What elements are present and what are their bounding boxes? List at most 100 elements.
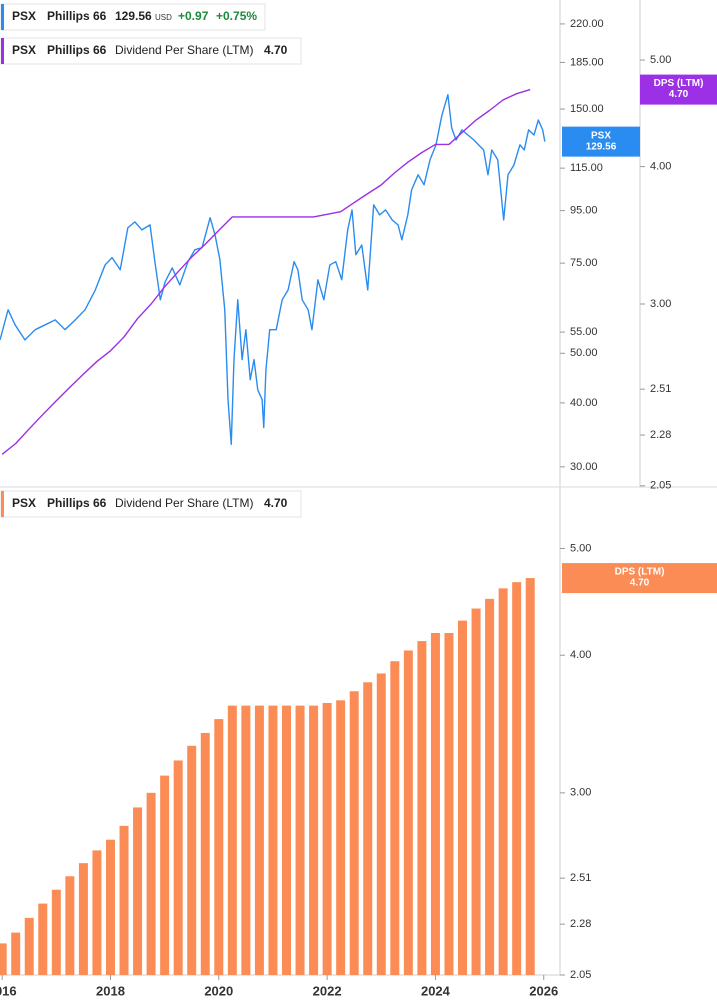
y-tick-label: 55.00 bbox=[570, 326, 598, 338]
legend-swatch bbox=[1, 38, 4, 64]
bar bbox=[78, 863, 88, 975]
bar bbox=[485, 598, 495, 975]
x-tick-label: 2026 bbox=[529, 983, 558, 998]
bar bbox=[187, 745, 197, 975]
bar bbox=[458, 620, 468, 975]
y-tick-label: 220.00 bbox=[570, 18, 604, 30]
y-tick-label: 40.00 bbox=[570, 397, 598, 409]
tag-value: 129.56 bbox=[586, 141, 617, 152]
change: +0.97 bbox=[178, 9, 209, 23]
legend-box bbox=[0, 490, 302, 518]
bar bbox=[0, 943, 7, 975]
bar bbox=[214, 719, 224, 975]
bar bbox=[38, 903, 48, 975]
tag-value: 4.70 bbox=[630, 578, 650, 589]
y-tick-label: 5.00 bbox=[650, 54, 671, 66]
currency: USD bbox=[155, 13, 172, 22]
y-tick-label: 2.05 bbox=[650, 480, 671, 492]
y-tick-label: 3.00 bbox=[570, 787, 591, 799]
legend-value: 4.70 bbox=[264, 496, 288, 510]
bar bbox=[160, 775, 170, 975]
x-tick-label: 2016 bbox=[0, 983, 17, 998]
bar bbox=[119, 825, 129, 975]
bar bbox=[105, 839, 115, 975]
bar bbox=[376, 673, 386, 975]
bar bbox=[51, 889, 61, 975]
bar bbox=[227, 705, 237, 975]
legend: PSX Phillips 66 Dividend Per Share (LTM)… bbox=[0, 490, 302, 518]
y-tick-label: 115.00 bbox=[570, 162, 603, 174]
y-tick-label: 95.00 bbox=[570, 205, 598, 217]
legend-box bbox=[0, 37, 302, 65]
x-tick-label: 2020 bbox=[204, 983, 233, 998]
x-tick-label: 2024 bbox=[421, 983, 451, 998]
value-tag bbox=[640, 74, 717, 105]
bar bbox=[444, 633, 454, 975]
bar bbox=[498, 588, 508, 975]
y-tick-label: 30.00 bbox=[570, 461, 598, 473]
price: 129.56 bbox=[115, 9, 152, 23]
bar bbox=[403, 650, 413, 975]
bar bbox=[24, 917, 34, 975]
value-tag bbox=[562, 563, 717, 594]
bar bbox=[241, 705, 251, 975]
y-tick-label: 50.00 bbox=[570, 347, 598, 359]
bar bbox=[471, 608, 481, 975]
bar bbox=[336, 700, 346, 975]
tag-label: PSX bbox=[591, 130, 611, 141]
y-tick-label: 150.00 bbox=[570, 103, 604, 115]
tag-label: DPS (LTM) bbox=[615, 567, 665, 578]
bar bbox=[390, 661, 400, 975]
y-tick-label: 4.00 bbox=[650, 161, 671, 173]
bar bbox=[268, 705, 278, 975]
y-tick-label: 185.00 bbox=[570, 56, 604, 68]
bar bbox=[322, 702, 332, 975]
bar bbox=[309, 705, 319, 975]
bar bbox=[254, 705, 264, 975]
bar bbox=[200, 732, 210, 975]
x-tick-label: 2022 bbox=[313, 983, 342, 998]
x-tick-label: 2018 bbox=[96, 983, 125, 998]
value-tag bbox=[562, 126, 640, 157]
legend-swatch bbox=[1, 491, 4, 517]
tag-label: DPS (LTM) bbox=[654, 78, 704, 89]
company: Phillips 66 bbox=[47, 43, 107, 57]
bar bbox=[430, 633, 440, 975]
y-tick-label: 5.00 bbox=[570, 542, 591, 554]
plot-area bbox=[0, 88, 546, 975]
bar bbox=[173, 760, 183, 975]
bar bbox=[11, 932, 21, 975]
legend-value: 4.70 bbox=[264, 43, 288, 57]
y-tick-label: 2.28 bbox=[650, 429, 671, 441]
company: Phillips 66 bbox=[47, 496, 107, 510]
bar bbox=[349, 691, 359, 975]
legend-swatch bbox=[1, 4, 4, 30]
line-series bbox=[0, 94, 546, 446]
legend-series: Dividend Per Share (LTM) bbox=[115, 496, 254, 510]
y-tick-label: 2.51 bbox=[570, 872, 591, 884]
bar bbox=[146, 792, 156, 975]
symbol: PSX bbox=[12, 496, 36, 510]
bar bbox=[281, 705, 291, 975]
line-series bbox=[1, 88, 531, 455]
legend-series: Dividend Per Share (LTM) bbox=[115, 43, 254, 57]
bar bbox=[133, 807, 143, 975]
legend: PSX Phillips 66 129.56 USD +0.97 +0.75% … bbox=[0, 3, 302, 65]
y-tick-label: 4.00 bbox=[570, 649, 591, 661]
tag-value: 4.70 bbox=[669, 89, 689, 100]
y-tick-label: 75.00 bbox=[570, 257, 598, 269]
bar bbox=[417, 641, 427, 975]
y-tick-label: 2.51 bbox=[650, 383, 671, 395]
legend-box bbox=[0, 3, 266, 31]
bar bbox=[525, 578, 535, 975]
bar bbox=[295, 705, 305, 975]
y-tick-label: 2.28 bbox=[570, 918, 591, 930]
bar bbox=[65, 876, 75, 975]
change-pct: +0.75% bbox=[216, 9, 257, 23]
bar bbox=[92, 850, 102, 975]
bar bbox=[363, 682, 373, 975]
symbol: PSX bbox=[12, 9, 36, 23]
y-tick-label: 2.05 bbox=[570, 969, 591, 981]
bar bbox=[512, 582, 522, 975]
